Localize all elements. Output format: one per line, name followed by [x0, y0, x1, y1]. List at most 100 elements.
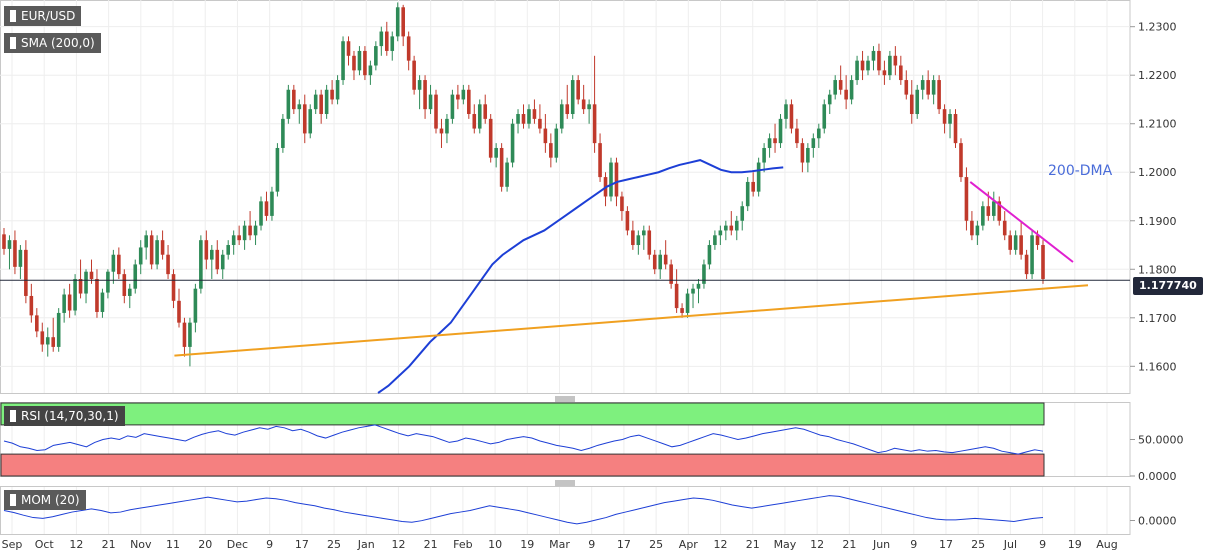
candle	[384, 21, 389, 56]
candle	[745, 177, 750, 212]
candle-body	[740, 206, 745, 221]
candle-body	[406, 36, 411, 61]
candle-body	[127, 288, 132, 296]
candle	[576, 75, 580, 105]
x-tick-label: Jun	[872, 538, 890, 551]
x-tick-label: 17	[617, 538, 631, 551]
candle	[631, 220, 635, 250]
candle	[160, 230, 165, 260]
candle	[543, 114, 548, 153]
candle	[855, 55, 859, 85]
candle	[417, 75, 422, 110]
candle	[778, 114, 783, 148]
candle	[784, 99, 788, 129]
candle-body	[570, 80, 575, 115]
candle-body	[931, 80, 936, 95]
candle-body	[270, 191, 274, 216]
candle	[554, 123, 559, 163]
candle-body	[78, 278, 83, 294]
candle-body	[652, 254, 657, 270]
candle-body	[133, 264, 138, 289]
candle-body	[423, 80, 427, 110]
candle-body	[680, 308, 684, 313]
candle	[2, 228, 6, 255]
x-tick-label: 10	[488, 538, 502, 551]
candle-body	[811, 138, 816, 148]
candle	[713, 230, 717, 250]
candle	[95, 269, 99, 318]
candle	[658, 249, 663, 279]
y-tick-label: 1.2100	[1138, 118, 1177, 131]
rsi-overbought-zone	[0, 402, 1045, 426]
candle	[1030, 230, 1034, 279]
candle	[335, 75, 340, 105]
x-tick-label: 17	[295, 538, 309, 551]
candle-body	[707, 245, 712, 265]
candle	[762, 143, 766, 173]
candle-body	[806, 147, 810, 163]
candle	[423, 75, 427, 119]
candle	[171, 269, 176, 309]
candle	[926, 70, 930, 100]
candle	[587, 99, 591, 124]
candle	[849, 75, 854, 105]
candle-body	[1019, 235, 1023, 255]
candle-body	[778, 118, 783, 144]
candle-body	[264, 201, 269, 216]
candle	[592, 55, 597, 153]
candle-body	[2, 234, 6, 249]
candle	[981, 201, 985, 231]
candle-body	[510, 123, 515, 163]
candle-body	[62, 294, 66, 313]
candle-body	[647, 230, 652, 255]
y-tick-label: 1.1900	[1138, 215, 1177, 228]
candle	[718, 225, 723, 246]
candle-body	[171, 274, 176, 301]
candle	[937, 75, 941, 115]
candle	[29, 283, 34, 323]
candle	[324, 84, 329, 119]
candle-body	[138, 247, 143, 265]
candle	[368, 60, 373, 85]
candle	[210, 245, 214, 279]
candle	[149, 230, 154, 270]
candle-body	[445, 118, 449, 134]
candle	[532, 99, 537, 124]
candle-body	[384, 31, 389, 51]
candle-body	[177, 300, 181, 323]
x-tick-label: 19	[520, 538, 534, 551]
candle-body	[844, 89, 848, 100]
candle	[838, 65, 843, 95]
candle-body	[395, 7, 400, 37]
candle-body	[855, 60, 859, 81]
symbol-label: EUR/USD	[4, 6, 82, 26]
candle-body	[18, 249, 23, 267]
candle	[188, 317, 192, 367]
candle	[237, 225, 241, 246]
dma-label: 200-DMA	[1048, 163, 1113, 179]
candle-body	[554, 128, 559, 158]
candle	[942, 104, 947, 134]
candle-body	[160, 240, 165, 255]
candle-body	[297, 104, 302, 110]
candle	[193, 283, 198, 333]
x-tick-label: 20	[198, 538, 212, 551]
candle	[122, 269, 127, 304]
candle-body	[166, 254, 170, 275]
candle-body	[822, 104, 827, 129]
sma-indicator-label: SMA (200,0)	[4, 33, 101, 53]
candle	[822, 99, 827, 134]
candle	[811, 133, 816, 158]
candle	[964, 167, 969, 231]
candle-body	[565, 104, 570, 115]
candle-body	[324, 89, 329, 115]
candle-body	[559, 104, 564, 129]
candle	[155, 235, 159, 270]
candle-body	[122, 274, 127, 296]
candle-body	[942, 109, 947, 124]
x-tick-label: Mar	[549, 538, 570, 551]
candle-body	[89, 271, 94, 279]
candle	[275, 143, 280, 197]
candle-body	[45, 337, 50, 345]
candle	[379, 26, 384, 56]
